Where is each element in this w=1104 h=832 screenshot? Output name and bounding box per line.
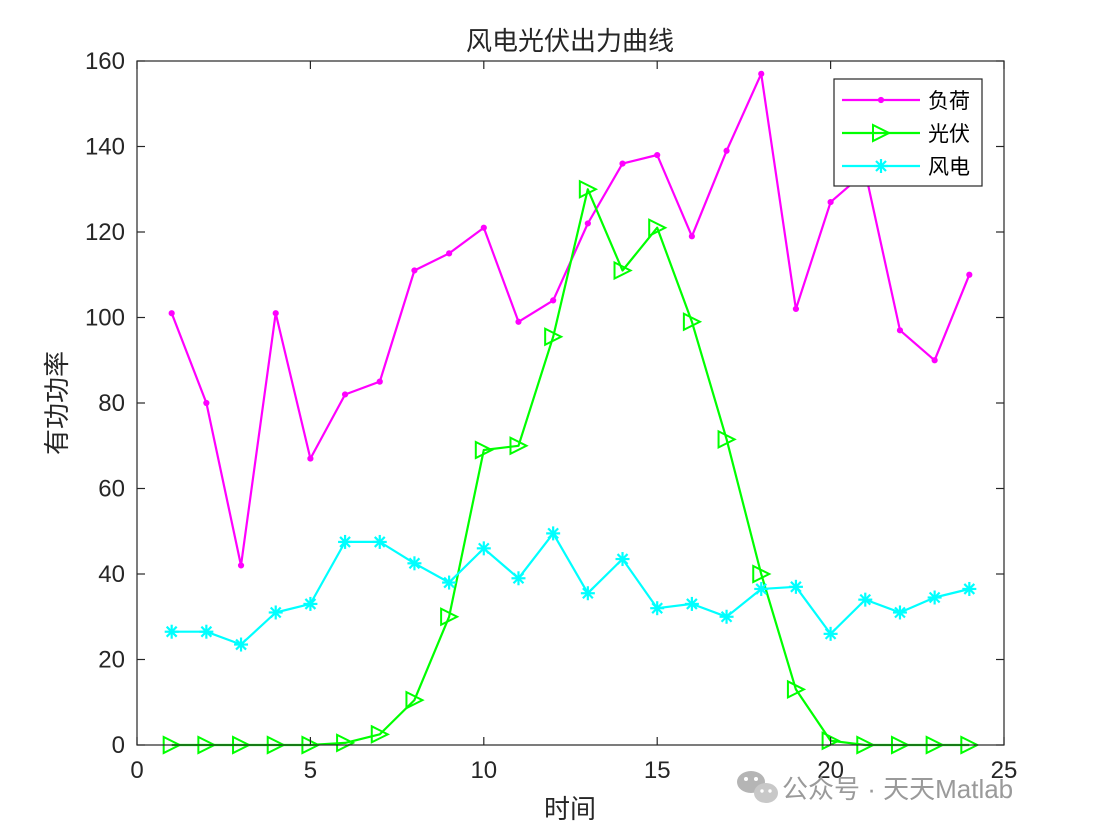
series-0-point-1 — [168, 310, 175, 317]
series-2-point-22 — [892, 605, 907, 620]
series-0-point-4 — [272, 310, 279, 317]
series-1-point-13 — [578, 179, 599, 199]
series-0-point-2 — [203, 399, 210, 407]
series-2-point-11 — [511, 571, 526, 586]
series-0-point-23 — [931, 357, 938, 364]
wechat-icon — [737, 771, 778, 803]
series-2-point-6 — [338, 534, 353, 549]
axes: 0 5 10 15 20 25 0 20 40 60 80 100 120 140 160 — [85, 48, 1017, 784]
series-0-point-5 — [307, 455, 314, 462]
series-2-point-20 — [823, 626, 838, 641]
series-0-point-7 — [376, 378, 383, 385]
legend-item-1: 光伏 — [842, 122, 970, 146]
series-1-point-17 — [717, 429, 737, 449]
y-tick-label: 100 — [85, 305, 125, 332]
y-tick-label: 80 — [98, 390, 125, 417]
series-1-point-11 — [509, 436, 529, 456]
legend-marker-1 — [872, 123, 892, 143]
series-2-point-12 — [546, 526, 561, 541]
series-2-point-8 — [407, 556, 422, 571]
legend-marker-2 — [874, 159, 888, 173]
series-0-point-14 — [619, 160, 626, 167]
x-tick-label: 25 — [991, 757, 1018, 784]
series-2-point-1 — [164, 624, 179, 639]
series-1-point-19 — [786, 679, 807, 700]
series-1-point-8 — [405, 690, 425, 710]
legend-label-0: 负荷 — [928, 89, 970, 113]
legend-label-1: 光伏 — [928, 122, 970, 146]
series-0-point-15 — [654, 151, 661, 159]
watermark-text: 公众号 · 天天Matlab — [782, 774, 1013, 804]
series-2-point-16 — [684, 596, 699, 611]
legend-label-2: 风电 — [928, 155, 970, 179]
series-2-point-19 — [788, 579, 803, 594]
series-1-point-9 — [440, 607, 460, 627]
series-2-point-10 — [476, 541, 491, 556]
x-tick-label: 10 — [470, 757, 497, 784]
series-2-point-21 — [858, 592, 873, 607]
x-tick-label: 20 — [817, 757, 844, 784]
series-0-point-20 — [827, 198, 834, 206]
x-tick-label: 5 — [304, 757, 317, 784]
y-tick-label: 20 — [98, 647, 125, 674]
watermark: 公众号 · 天天Matlab — [737, 771, 1013, 804]
series-2-point-7 — [372, 534, 387, 549]
y-tick-label: 120 — [85, 219, 125, 246]
series-1-point-7 — [370, 724, 390, 744]
series-1-point-6 — [336, 733, 356, 753]
series-1-point-18 — [752, 564, 772, 584]
series-1-point-12 — [544, 327, 564, 347]
x-tick-label: 0 — [130, 757, 143, 784]
series-2-point-9 — [442, 575, 457, 590]
series-2-point-5 — [303, 596, 318, 611]
series-line-2 — [171, 532, 970, 646]
chart-title: 风电光伏出力曲线 — [466, 27, 674, 57]
series-0-point-3 — [237, 562, 245, 569]
y-tick-label: 40 — [98, 561, 125, 588]
series-1-point-14 — [613, 260, 633, 281]
series-0-point-9 — [446, 250, 453, 257]
series-0-point-18 — [758, 70, 765, 77]
series-2-point-4 — [268, 605, 283, 620]
series-0-point-22 — [896, 327, 904, 334]
series-0-point-12 — [550, 297, 557, 304]
y-tick-label: 60 — [98, 476, 125, 503]
series-0-point-10 — [480, 224, 487, 231]
series-0-point-19 — [792, 305, 800, 313]
y-tick-label: 160 — [85, 48, 125, 75]
series-2-point-14 — [615, 552, 630, 567]
series-2-point-13 — [580, 586, 595, 601]
series-2-point-15 — [650, 601, 665, 616]
series-0-point-8 — [411, 267, 418, 274]
legend-item-2: 风电 — [842, 155, 970, 179]
series-2-point-18 — [754, 581, 769, 596]
y-axis-label: 有功功率 — [43, 351, 73, 455]
series-0-point-16 — [688, 233, 695, 240]
series-0-point-6 — [341, 391, 349, 398]
y-tick-label: 140 — [85, 134, 125, 161]
series-0-point-17 — [723, 147, 730, 154]
series-2-point-2 — [199, 624, 214, 639]
series-1-point-16 — [682, 312, 703, 332]
series-0-point-11 — [515, 318, 522, 325]
series-1-point-15 — [648, 218, 668, 238]
series-0-point-24 — [966, 271, 973, 278]
series-1-point-10 — [474, 440, 495, 460]
series-0-point-13 — [584, 220, 591, 227]
series-2-point-23 — [927, 590, 942, 605]
legend-item-0: 负荷 — [842, 89, 970, 113]
y-tick-label: 0 — [112, 732, 125, 759]
series-2-point-24 — [962, 581, 977, 596]
series-2-point-3 — [234, 637, 249, 652]
series-2-point-17 — [719, 609, 734, 624]
legend-marker-0 — [877, 96, 885, 104]
x-tick-label: 15 — [644, 757, 671, 784]
x-axis-label: 时间 — [544, 795, 596, 825]
